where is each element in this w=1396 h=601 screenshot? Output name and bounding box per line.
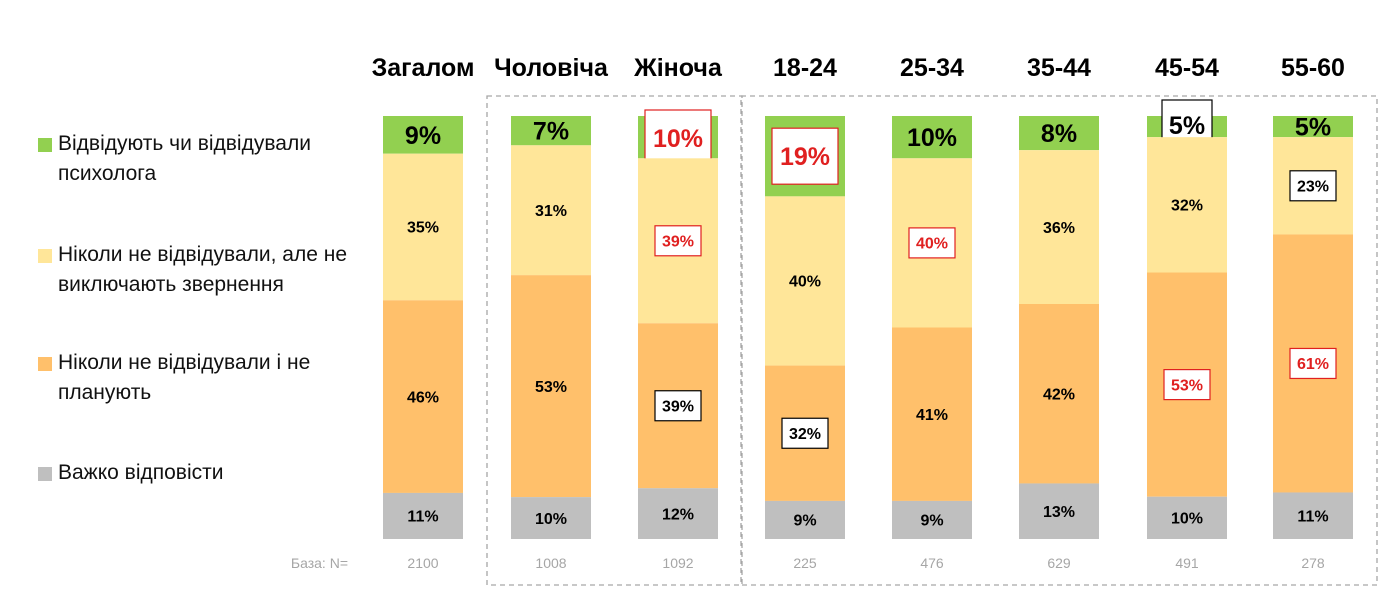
highlight-box-s2-c3	[781, 417, 829, 449]
data-label-s0-c4: 10%	[907, 124, 957, 152]
age-group-frame	[740, 95, 1378, 586]
bar-segment-s3-c6	[1147, 496, 1227, 539]
data-label-s3-c3: 9%	[793, 513, 816, 530]
base-value-3: 225	[793, 555, 817, 571]
bar-segment-s3-c0	[383, 492, 463, 539]
category-label-3: 18-24	[773, 54, 837, 82]
base-value-6: 491	[1175, 555, 1199, 571]
data-label-s3-c2: 12%	[662, 506, 694, 523]
base-value-1: 1008	[535, 555, 566, 571]
data-label-s0-c1: 7%	[533, 118, 569, 146]
legend-swatch-open-to	[38, 249, 52, 263]
data-label-s1-c3: 40%	[789, 274, 821, 291]
legend-label-open-to: Ніколи не відвідували, але не виключають…	[58, 243, 348, 296]
category-label-6: 45-54	[1155, 54, 1219, 82]
base-value-4: 476	[920, 555, 944, 571]
highlight-box-s1-c4	[908, 227, 956, 259]
category-label-0: Загалом	[372, 54, 475, 82]
bar-segment-s0-c5	[1019, 116, 1099, 151]
bar-segment-s3-c5	[1019, 483, 1099, 539]
legend-label-not-planning: Ніколи не відвідували і не планують	[58, 351, 311, 404]
bar-segment-s2-c4	[892, 327, 972, 501]
highlight-box-s0-c2	[644, 109, 712, 167]
base-value-7: 278	[1301, 555, 1325, 571]
legend-swatch-not-planning	[38, 357, 52, 371]
data-label-s0-c5: 8%	[1041, 120, 1077, 148]
data-label-s3-c4: 9%	[920, 513, 943, 530]
data-label-s2-c1: 53%	[535, 379, 567, 396]
highlight-box-s2-c7	[1289, 347, 1337, 380]
bar-segment-s1-c0	[383, 153, 463, 301]
data-label-s1-c4: 40%	[916, 236, 948, 253]
highlight-box-s2-c2	[654, 390, 702, 422]
category-label-5: 35-44	[1027, 54, 1091, 82]
base-value-5: 629	[1047, 555, 1071, 571]
data-label-s0-c3: 19%	[780, 143, 830, 171]
data-label-s0-c6: 5%	[1169, 112, 1205, 140]
category-label-7: 55-60	[1281, 54, 1345, 82]
base-value-0: 2100	[407, 555, 438, 571]
bar-segment-s1-c5	[1019, 150, 1099, 304]
data-label-s2-c3: 32%	[789, 426, 821, 443]
data-label-s1-c0: 35%	[407, 220, 439, 237]
data-label-s3-c5: 13%	[1043, 504, 1075, 521]
data-label-s3-c0: 11%	[407, 509, 438, 526]
data-label-s2-c0: 46%	[407, 389, 439, 406]
data-label-s2-c5: 42%	[1043, 386, 1075, 403]
data-label-s2-c7: 61%	[1297, 356, 1329, 373]
legend-swatch-visited	[38, 138, 52, 152]
bar-segment-s1-c3	[765, 196, 845, 366]
highlight-box-s1-c2	[654, 225, 702, 257]
base-value-2: 1092	[662, 555, 693, 571]
bar-segment-s3-c7	[1273, 492, 1353, 539]
bar-segment-s3-c1	[511, 497, 591, 539]
data-label-s0-c0: 9%	[405, 122, 441, 150]
data-label-s3-c7: 11%	[1297, 508, 1328, 525]
bar-segment-s0-c1	[511, 116, 591, 146]
bar-segment-s3-c3	[765, 500, 845, 539]
data-label-s1-c5: 36%	[1043, 220, 1075, 237]
bar-segment-s2-c5	[1019, 304, 1099, 484]
bar-segment-s3-c2	[638, 488, 718, 539]
data-label-s1-c2: 39%	[662, 234, 694, 251]
category-label-1: Чоловіча	[494, 54, 609, 82]
highlight-box-s2-c6	[1163, 369, 1211, 401]
data-label-s2-c4: 41%	[916, 407, 948, 424]
data-label-s1-c7: 23%	[1297, 179, 1329, 196]
bar-segment-s1-c1	[511, 145, 591, 276]
highlight-box-s1-c7	[1289, 170, 1337, 202]
data-label-s2-c6: 53%	[1171, 377, 1203, 394]
highlight-box-s0-c3	[771, 127, 839, 185]
category-label-4: 25-34	[900, 54, 964, 82]
legend-swatch-hard-to-say	[38, 467, 52, 481]
bar-segment-s3-c4	[892, 500, 972, 539]
bar-segment-s0-c7	[1273, 116, 1353, 138]
bar-segment-s2-c0	[383, 300, 463, 493]
gender-group-frame	[486, 95, 743, 586]
bar-segment-s0-c0	[383, 116, 463, 154]
data-label-s0-c2: 10%	[653, 125, 703, 153]
data-label-s1-c6: 32%	[1171, 198, 1203, 215]
legend-label-hard-to-say: Важко відповісти	[58, 461, 224, 484]
data-label-s3-c1: 10%	[535, 511, 567, 528]
bar-segment-s1-c6	[1147, 137, 1227, 273]
base-label: База: N=	[291, 555, 348, 571]
category-label-2: Жіноча	[633, 54, 723, 82]
data-label-s1-c1: 31%	[535, 203, 567, 220]
bar-segment-s0-c4	[892, 116, 972, 159]
data-label-s3-c6: 10%	[1171, 511, 1203, 528]
bar-segment-s2-c1	[511, 275, 591, 498]
data-label-s2-c2: 39%	[662, 399, 694, 416]
legend-label-visited: Відвідують чи відвідували психолога	[58, 132, 311, 185]
data-label-s0-c7: 5%	[1295, 114, 1331, 142]
